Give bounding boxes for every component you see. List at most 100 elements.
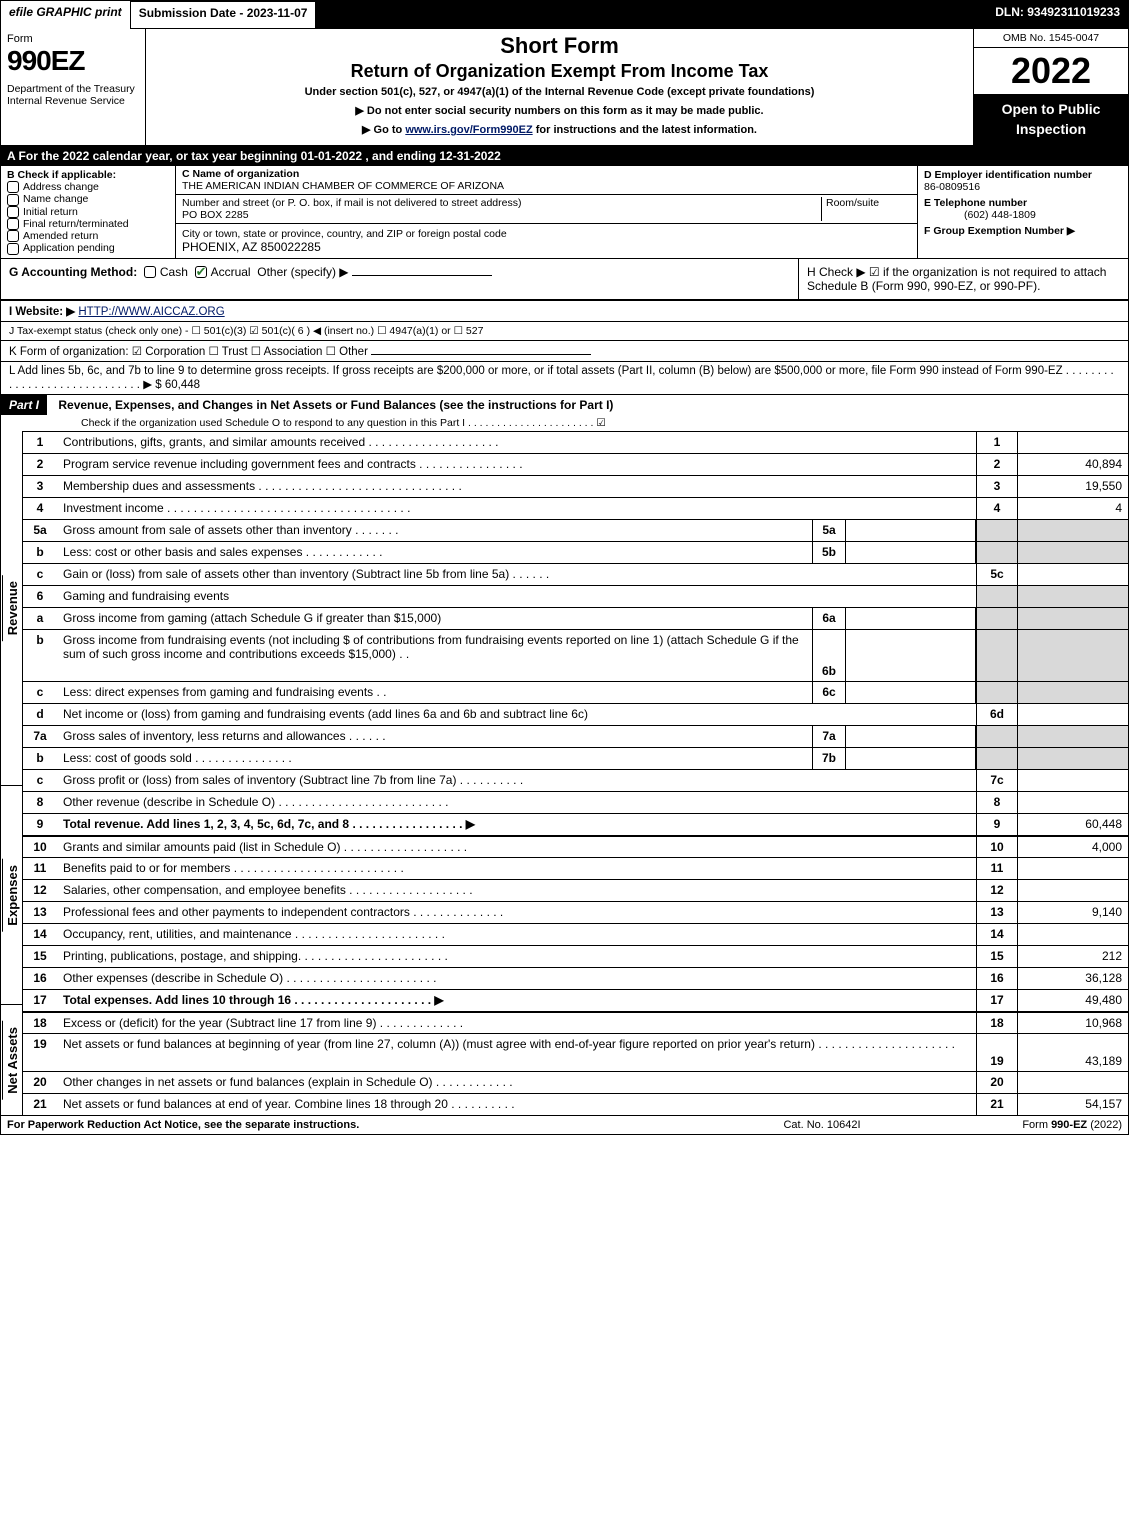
body-lines: Revenue Expenses Net Assets 1 Contributi…: [1, 431, 1128, 1115]
b-label: B Check if applicable:: [7, 169, 169, 181]
b-opt-amended[interactable]: Amended return: [7, 230, 169, 242]
l14-rval: [1018, 924, 1128, 945]
l14-rnum: 14: [976, 924, 1018, 945]
irs-link[interactable]: www.irs.gov/Form990EZ: [405, 124, 532, 136]
section-bcdef: B Check if applicable: Address change Na…: [1, 166, 1128, 258]
l19-desc: Net assets or fund balances at beginning…: [57, 1034, 976, 1071]
line-17: 17 Total expenses. Add lines 10 through …: [23, 989, 1128, 1011]
line-5b: b Less: cost or other basis and sales ex…: [23, 541, 1128, 563]
l5a-num: 5a: [23, 520, 57, 541]
l6-rval: [1018, 586, 1128, 607]
paperwork-notice: For Paperwork Reduction Act Notice, see …: [7, 1119, 702, 1131]
l8-desc: Other revenue (describe in Schedule O) .…: [57, 792, 976, 813]
l5a-rval: [1018, 520, 1128, 541]
l9-rnum: 9: [976, 814, 1018, 835]
line-19: 19 Net assets or fund balances at beginn…: [23, 1033, 1128, 1071]
l6c-rval: [1018, 682, 1128, 703]
efile-print-label[interactable]: efile GRAPHIC print: [1, 1, 130, 29]
b-opt-final[interactable]: Final return/terminated: [7, 218, 169, 230]
header-left: Form 990EZ Department of the Treasury In…: [1, 29, 146, 145]
l8-rnum: 8: [976, 792, 1018, 813]
l17-desc: Total expenses. Add lines 10 through 16 …: [57, 990, 976, 1011]
l11-desc: Benefits paid to or for members . . . . …: [57, 858, 976, 879]
g-other: Other (specify) ▶: [257, 265, 348, 279]
l6c-num: c: [23, 682, 57, 703]
line-6b: b Gross income from fundraising events (…: [23, 629, 1128, 681]
line-7a: 7a Gross sales of inventory, less return…: [23, 725, 1128, 747]
l6b-subval: [846, 630, 976, 681]
form-word: Form: [7, 33, 139, 45]
form-number: 990EZ: [7, 45, 139, 77]
g-accrual-check[interactable]: [195, 266, 207, 278]
l7c-desc: Gross profit or (loss) from sales of inv…: [57, 770, 976, 791]
c-label: C Name of organization: [182, 168, 299, 180]
line-21: 21 Net assets or fund balances at end of…: [23, 1093, 1128, 1115]
tax-year: 2022: [974, 48, 1128, 94]
l15-rval: 212: [1018, 946, 1128, 967]
l-value: $ 60,448: [155, 379, 200, 391]
l1-num: 1: [23, 432, 57, 453]
l7a-num: 7a: [23, 726, 57, 747]
l13-rnum: 13: [976, 902, 1018, 923]
c-city-block: City or town, state or province, country…: [176, 224, 917, 256]
l18-desc: Excess or (deficit) for the year (Subtra…: [57, 1013, 976, 1033]
line-7b: b Less: cost of goods sold . . . . . . .…: [23, 747, 1128, 769]
l15-rnum: 15: [976, 946, 1018, 967]
b-opt-initial[interactable]: Initial return: [7, 206, 169, 218]
line-6: 6 Gaming and fundraising events: [23, 585, 1128, 607]
line-5c: c Gain or (loss) from sale of assets oth…: [23, 563, 1128, 585]
l7a-rval: [1018, 726, 1128, 747]
l5b-subnum: 5b: [812, 542, 846, 563]
cat-no: Cat. No. 10642I: [702, 1119, 942, 1131]
website-link[interactable]: HTTP://WWW.AICCAZ.ORG: [78, 306, 224, 318]
l20-desc: Other changes in net assets or fund bala…: [57, 1072, 976, 1093]
line-13: 13 Professional fees and other payments …: [23, 901, 1128, 923]
l3-rval: 19,550: [1018, 476, 1128, 497]
f-label: F Group Exemption Number ▶: [924, 225, 1075, 237]
l5c-rnum: 5c: [976, 564, 1018, 585]
header-right: OMB No. 1545-0047 2022 Open to Public In…: [973, 29, 1128, 145]
l19-num: 19: [23, 1034, 57, 1071]
revenue-label: Revenue: [2, 575, 22, 641]
part-i-row: Part I Revenue, Expenses, and Changes in…: [1, 394, 1128, 431]
b-opt-pending[interactable]: Application pending: [7, 242, 169, 254]
l14-desc: Occupancy, rent, utilities, and maintena…: [57, 924, 976, 945]
l8-num: 8: [23, 792, 57, 813]
line-15: 15 Printing, publications, postage, and …: [23, 945, 1128, 967]
l5b-num: b: [23, 542, 57, 563]
l12-rval: [1018, 880, 1128, 901]
col-def: D Employer identification number 86-0809…: [918, 166, 1128, 257]
line-8: 8 Other revenue (describe in Schedule O)…: [23, 791, 1128, 813]
c-name-block: C Name of organization THE AMERICAN INDI…: [176, 166, 917, 195]
l2-desc: Program service revenue including govern…: [57, 454, 976, 475]
l11-num: 11: [23, 858, 57, 879]
l6d-num: d: [23, 704, 57, 725]
g-other-input[interactable]: [352, 275, 492, 276]
form-ref: Form 990-EZ (2022): [942, 1119, 1122, 1131]
h-block: H Check ▶ ☑ if the organization is not r…: [798, 259, 1128, 299]
line-6c: c Less: direct expenses from gaming and …: [23, 681, 1128, 703]
l12-num: 12: [23, 880, 57, 901]
ein-value: 86-0809516: [924, 181, 980, 193]
l7c-rval: [1018, 770, 1128, 791]
l5c-rval: [1018, 564, 1128, 585]
l18-rval: 10,968: [1018, 1013, 1128, 1033]
g-cash-check[interactable]: [144, 266, 156, 278]
goto-link-line: ▶ Go to www.irs.gov/Form990EZ for instru…: [154, 123, 965, 136]
l1-desc: Contributions, gifts, grants, and simila…: [57, 432, 976, 453]
b-opt-address[interactable]: Address change: [7, 181, 169, 193]
b-opt-name[interactable]: Name change: [7, 193, 169, 205]
l4-rval: 4: [1018, 498, 1128, 519]
l5b-rval: [1018, 542, 1128, 563]
k-other-input[interactable]: [371, 354, 591, 355]
col-b: B Check if applicable: Address change Na…: [1, 166, 176, 257]
line-9: 9 Total revenue. Add lines 1, 2, 3, 4, 5…: [23, 813, 1128, 835]
city-value: PHOENIX, AZ 850022285: [182, 240, 321, 254]
l6-num: 6: [23, 586, 57, 607]
l5c-desc: Gain or (loss) from sale of assets other…: [57, 564, 976, 585]
row-i: I Website: ▶ HTTP://WWW.AICCAZ.ORG: [1, 300, 1128, 321]
l13-num: 13: [23, 902, 57, 923]
l10-rval: 4,000: [1018, 837, 1128, 857]
l5a-subval: [846, 520, 976, 541]
l6a-subnum: 6a: [812, 608, 846, 629]
